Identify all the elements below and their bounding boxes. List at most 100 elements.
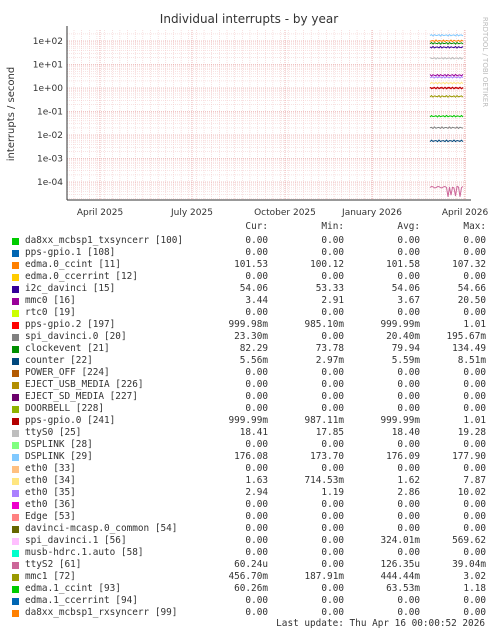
legend-label: DOORBELL [228] [25,403,105,414]
legend-swatch [12,358,19,365]
legend-value-cur: 3.44 [245,295,268,306]
legend-value-cur: 101.53 [234,259,268,270]
series-line [429,39,464,43]
legend-label: spi_davinci.1 [56] [25,535,127,546]
series-line [429,73,464,77]
legend-value-min: 2.97m [315,355,344,366]
legend-value-max: 19.28 [457,427,486,438]
legend-value-avg: 0.00 [397,247,420,258]
y-tick-label: 1e+01 [33,61,63,71]
legend-label: counter [22] [25,355,93,366]
legend-value-max: 0.00 [463,607,486,618]
legend-value-cur: 0.00 [245,391,268,402]
legend-value-max: 0.00 [463,511,486,522]
legend-value-cur: 999.98m [228,319,268,330]
legend-value-min: 0.00 [321,523,344,534]
legend-value-max: 0.00 [463,247,486,258]
legend-value-min: 0.00 [321,463,344,474]
legend-swatch [12,538,19,545]
legend-value-cur: 0.00 [245,595,268,606]
series-line [429,126,464,130]
legend-value-cur: 0.00 [245,439,268,450]
legend-value-avg: 444.44m [380,571,420,582]
legend-label: musb-hdrc.1.auto [58] [25,547,144,558]
legend-value-cur: 5.56m [239,355,268,366]
legend-value-avg: 0.00 [397,499,420,510]
y-tick-label: 1e+00 [33,84,64,94]
legend-value-avg: 0.00 [397,391,420,402]
legend-value-min: 0.00 [321,235,344,246]
legend-value-min: 0.00 [321,247,344,258]
legend-value-min: 100.12 [310,259,344,270]
legend-value-avg: 999.99m [380,319,420,330]
legend-swatch [12,610,19,617]
legend-value-max: 107.32 [452,259,486,270]
legend-value-min: 2.91 [321,295,344,306]
y-tick-label: 1e-04 [37,178,63,188]
legend-value-max: 0.00 [463,367,486,378]
legend-label: da8xx_mcbsp1_rxsyncerr [99] [25,607,178,618]
legend-value-avg: 0.00 [397,271,420,282]
x-tick-label: October 2025 [254,208,316,218]
legend-value-min: 714.53m [304,475,344,486]
legend-value-avg: 0.00 [397,607,420,618]
legend-swatch [12,322,19,329]
last-update: Last update: Thu Apr 16 00:00:52 2026 [276,618,485,629]
x-tick-label: January 2026 [341,208,402,218]
series-line [429,56,464,60]
y-tick-label: 1e-01 [37,108,63,118]
legend-swatch [12,466,19,473]
legend-swatch [12,442,19,449]
legend-value-cur: 60.26m [234,583,268,594]
series-layer [429,33,464,197]
legend-value-min: 1.19 [321,487,344,498]
legend-value-max: 0.00 [463,235,486,246]
legend-value-avg: 0.00 [397,523,420,534]
x-axis: April 2025 July 2025 October 2025 January 2… [77,208,489,218]
rrdtool-credit: RRDTOOL / TOBI OETIKER [481,17,489,107]
legend-value-max: 8.51m [457,355,486,366]
legend-value-min: 17.85 [315,427,344,438]
x-tick-label: April 2025 [77,208,123,218]
legend-label: DSPLINK [29] [25,451,93,462]
legend-value-max: 54.66 [457,283,486,294]
legend-swatch [12,502,19,509]
legend-value-avg: 20.40m [386,331,420,342]
legend-value-max: 0.00 [463,307,486,318]
series-line [429,139,464,143]
legend-value-max: 0.00 [463,439,486,450]
legend-swatch [12,334,19,341]
legend-label: Edge [53] [25,511,76,522]
legend-value-avg: 2.86 [397,487,420,498]
legend-value-min: 0.00 [321,379,344,390]
legend-value-max: 0.00 [463,403,486,414]
legend-value-max: 0.00 [463,499,486,510]
legend-label: davinci-mcasp.0_common [54] [25,523,178,534]
legend-value-max: 177.90 [452,451,486,462]
legend-value-min: 0.00 [321,271,344,282]
legend-value-max: 10.02 [457,487,486,498]
legend-label: EJECT_SD_MEDIA [227] [25,391,138,402]
legend-label: pps-gpio.0 [241] [25,415,116,426]
series-line [429,75,464,79]
legend-value-max: 0.00 [463,379,486,390]
legend-value-min: 0.00 [321,439,344,450]
legend-value-min: 0.00 [321,583,344,594]
legend-label: DSPLINK [28] [25,439,93,450]
legend-value-avg: 176.09 [386,451,420,462]
legend-swatch [12,574,19,581]
legend-value-min: 53.33 [315,283,344,294]
legend-label: edma.0_ccerrint [12] [25,271,138,282]
legend-label: edma.0_ccint [11] [25,259,121,270]
legend-value-min: 987.11m [304,415,344,426]
legend-swatch [12,382,19,389]
legend-value-cur: 1.63 [245,475,268,486]
legend-label: spi_davinci.0 [20] [25,331,127,342]
y-axis: 1e+02 1e+01 1e+00 1e-01 1e-02 1e-03 1e-04 [33,37,64,188]
legend-value-cur: 0.00 [245,307,268,318]
legend-swatch [12,238,19,245]
legend-swatch [12,514,19,521]
legend-value-max: 569.62 [452,535,486,546]
legend-value-cur: 0.00 [245,247,268,258]
legend-value-min: 0.00 [321,391,344,402]
